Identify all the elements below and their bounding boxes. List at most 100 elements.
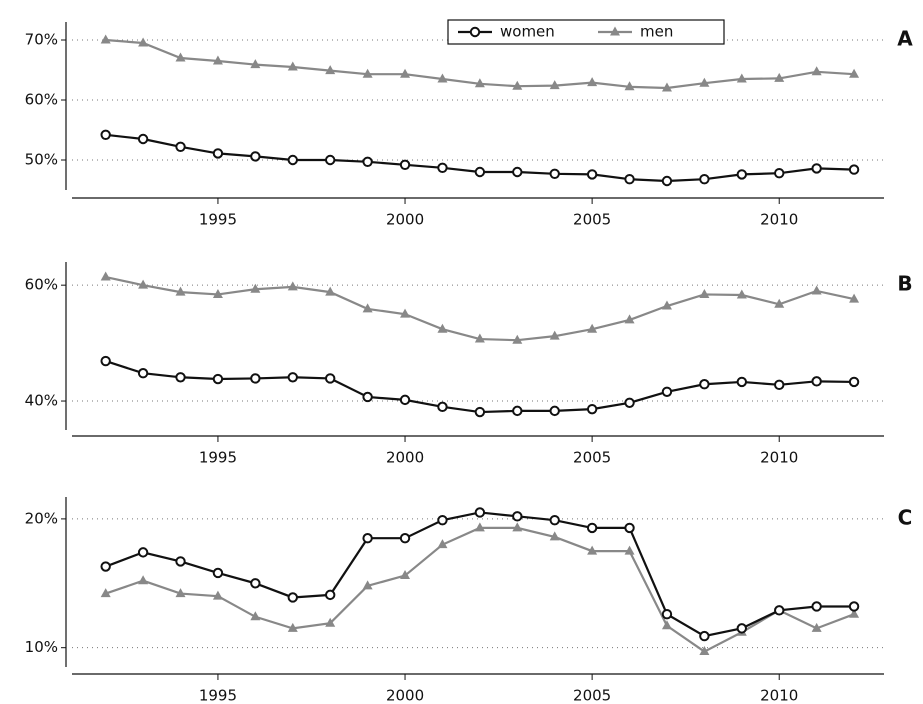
y-tick-label: 60% bbox=[25, 276, 58, 294]
point bbox=[250, 611, 261, 621]
point bbox=[848, 376, 860, 388]
point bbox=[549, 531, 560, 541]
point bbox=[250, 59, 261, 69]
point bbox=[774, 72, 785, 82]
point bbox=[437, 539, 448, 549]
point bbox=[399, 159, 411, 171]
point bbox=[474, 522, 485, 532]
point bbox=[736, 623, 748, 634]
point bbox=[811, 163, 822, 174]
point bbox=[437, 73, 448, 83]
x-tick-label: 2010 bbox=[760, 687, 798, 704]
point bbox=[661, 82, 672, 92]
point bbox=[138, 575, 149, 585]
point bbox=[287, 592, 298, 603]
point bbox=[399, 394, 411, 406]
point bbox=[175, 286, 186, 296]
point bbox=[512, 522, 523, 532]
point bbox=[512, 334, 523, 344]
point bbox=[287, 61, 298, 71]
point bbox=[362, 533, 373, 544]
point bbox=[661, 300, 672, 310]
y-tick-label: 50% bbox=[25, 151, 58, 169]
legend-label: women bbox=[500, 23, 555, 41]
point bbox=[774, 168, 785, 179]
legend-marker bbox=[469, 26, 481, 38]
legend-label: men bbox=[640, 23, 673, 41]
series-line bbox=[105, 275, 855, 342]
point bbox=[400, 68, 411, 78]
y-tick-label: 20% bbox=[25, 509, 58, 527]
point bbox=[287, 281, 298, 291]
point bbox=[661, 608, 673, 620]
point bbox=[549, 514, 560, 526]
point bbox=[587, 323, 598, 333]
point bbox=[100, 588, 111, 598]
point bbox=[661, 386, 673, 397]
point bbox=[100, 561, 111, 572]
point bbox=[437, 323, 448, 333]
point bbox=[175, 588, 186, 598]
legend-marker bbox=[610, 26, 620, 36]
x-tick-label: 1995 bbox=[199, 211, 237, 229]
point bbox=[586, 522, 598, 534]
point bbox=[512, 80, 523, 90]
point bbox=[212, 55, 223, 65]
x-tick-label: 2010 bbox=[760, 211, 798, 229]
x-tick-label: 2005 bbox=[573, 211, 611, 229]
point bbox=[175, 52, 186, 62]
point bbox=[699, 288, 710, 298]
point bbox=[586, 403, 598, 415]
point bbox=[512, 511, 523, 522]
point bbox=[811, 622, 822, 632]
point bbox=[699, 646, 710, 656]
point bbox=[325, 617, 336, 627]
point bbox=[774, 298, 785, 308]
point bbox=[212, 148, 224, 159]
point bbox=[399, 533, 411, 544]
point bbox=[549, 168, 560, 180]
point bbox=[811, 285, 822, 295]
x-tick-label: 1995 bbox=[199, 449, 237, 467]
point bbox=[362, 303, 373, 313]
point bbox=[212, 567, 224, 579]
point bbox=[137, 133, 149, 145]
point bbox=[848, 601, 860, 612]
point bbox=[811, 601, 822, 612]
point bbox=[362, 391, 373, 403]
point bbox=[100, 129, 111, 141]
x-tick-label: 2005 bbox=[573, 449, 611, 467]
point bbox=[175, 141, 186, 153]
point bbox=[512, 405, 523, 417]
panel-label: C bbox=[898, 505, 913, 529]
point bbox=[287, 154, 298, 166]
point bbox=[100, 271, 111, 281]
point bbox=[137, 547, 149, 558]
point bbox=[512, 166, 523, 178]
point bbox=[849, 68, 860, 78]
legend-box bbox=[447, 19, 725, 45]
point bbox=[250, 373, 261, 384]
point bbox=[736, 376, 748, 388]
point bbox=[586, 169, 598, 180]
x-tick-label: 2005 bbox=[573, 687, 611, 704]
point bbox=[661, 175, 673, 187]
point bbox=[736, 73, 747, 83]
point bbox=[549, 80, 560, 90]
point bbox=[699, 174, 710, 185]
x-tick-label: 1995 bbox=[199, 687, 237, 704]
y-tick-label: 10% bbox=[25, 638, 58, 656]
point bbox=[100, 355, 111, 367]
y-tick-label: 70% bbox=[25, 31, 58, 49]
point bbox=[400, 308, 411, 318]
point bbox=[736, 169, 748, 180]
point bbox=[324, 154, 336, 166]
point bbox=[474, 333, 485, 343]
y-tick-label: 60% bbox=[25, 91, 58, 109]
point bbox=[699, 379, 710, 390]
point bbox=[849, 293, 860, 303]
point bbox=[362, 156, 373, 168]
point bbox=[175, 372, 186, 383]
point bbox=[324, 373, 336, 384]
point bbox=[212, 288, 223, 298]
